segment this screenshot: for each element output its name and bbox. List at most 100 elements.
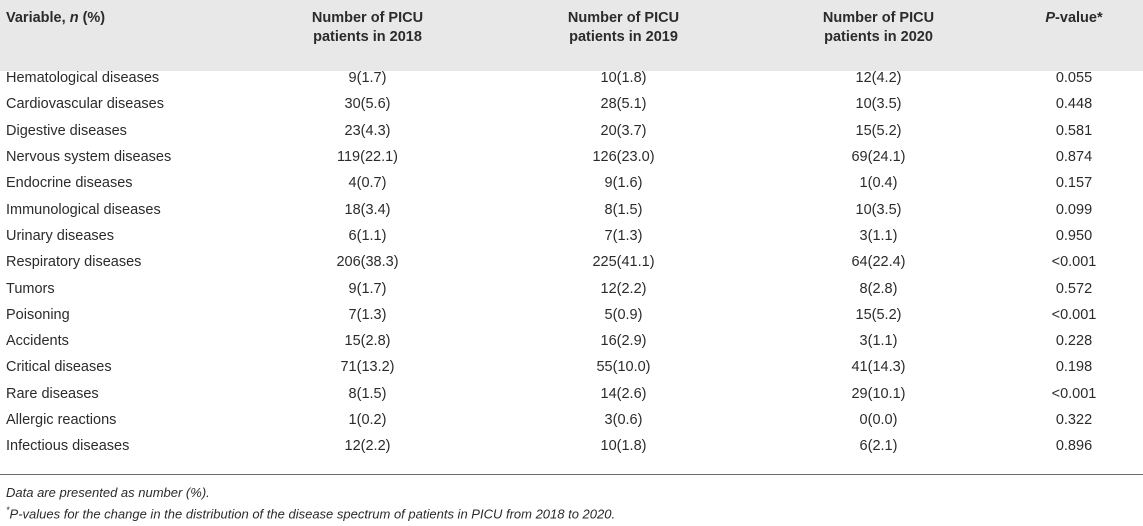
cell-2018: 71(13.2) (340, 359, 395, 376)
cell-2020: 64(22.4) (851, 254, 906, 271)
cell-2020: 10(3.5) (855, 201, 902, 218)
table-row: Endocrine diseases 4(0.7) 9(1.6) 1(0.4) 0.15… (0, 170, 1143, 196)
table-row: Hematological diseases 9(1.7) 10(1.8) 12(4.… (0, 65, 1143, 91)
table-body: Hematological diseases 9(1.7) 10(1.8) 12(4.… (0, 62, 1143, 459)
cell-2020: 10(3.5) (855, 96, 902, 113)
cell-variable: Tumors (6, 280, 55, 297)
cell-variable: Endocrine diseases (6, 175, 133, 192)
cell-2019: 28(5.1) (600, 96, 647, 113)
cell-p-value: 0.874 (1055, 149, 1093, 166)
table-row: Poisoning 7(1.3) 5(0.9) 15(5.2) <0.001 (0, 302, 1143, 328)
cell-p-value: 0.448 (1055, 96, 1093, 113)
table-header-row: Variable, n (%) Number of PICU patients i… (0, 0, 1143, 62)
cell-2019: 10(1.8) (600, 438, 647, 455)
cell-2019: 126(23.0) (592, 149, 655, 166)
cell-2020: 29(10.1) (851, 385, 906, 402)
header-2019: Number of PICU patients in 2019 (567, 10, 680, 45)
cell-2018: 4(0.7) (348, 175, 387, 192)
cell-2020: 3(1.1) (859, 227, 898, 244)
cell-2019: 5(0.9) (604, 306, 643, 323)
table-row: Tumors 9(1.7) 12(2.2) 8(2.8) 0.572 (0, 275, 1143, 301)
table-row: Digestive diseases 23(4.3) 20(3.7) 15(5.2) 0… (0, 118, 1143, 144)
cell-2020: 15(5.2) (855, 122, 902, 139)
cell-p-value: <0.001 (1051, 385, 1097, 402)
footnote-p-values: *P-values for the change in the distribu… (6, 505, 616, 522)
cell-variable: Nervous system diseases (6, 149, 172, 166)
cell-p-value: 0.198 (1055, 359, 1093, 376)
cell-p-value: 0.322 (1055, 412, 1093, 428)
table-row: Accidents 15(2.8) 16(2.9) 3(1.1) 0.228 (0, 328, 1143, 354)
cell-2018: 23(4.3) (344, 122, 391, 139)
cell-2019: 10(1.8) (600, 70, 647, 87)
cell-p-value: 0.581 (1055, 122, 1093, 139)
cell-2019: 225(41.1) (592, 254, 655, 271)
header-2018: Number of PICU patients in 2018 (311, 10, 424, 45)
cell-2020: 1(0.4) (859, 175, 898, 192)
table-row: Urinary diseases 6(1.1) 7(1.3) 3(1.1) 0.950 (0, 223, 1143, 249)
cell-2019: 12(2.2) (600, 280, 647, 297)
cell-2018: 9(1.7) (348, 280, 387, 297)
header-p-value: P-value* (1045, 10, 1103, 26)
cell-p-value: 0.572 (1055, 280, 1093, 297)
cell-2020: 6(2.1) (859, 438, 898, 455)
cell-2020: 12(4.2) (855, 70, 902, 87)
cell-2020: 41(14.3) (851, 359, 906, 376)
cell-2018: 206(38.3) (336, 254, 399, 271)
cell-2020: 69(24.1) (851, 149, 906, 166)
cell-2018: 8(1.5) (348, 385, 387, 402)
cell-2018: 30(5.6) (344, 96, 391, 113)
table-row: Respiratory diseases 206(38.3) 225(41.1) 64… (0, 249, 1143, 275)
cell-variable: Infectious diseases (6, 438, 130, 455)
cell-2018: 1(0.2) (348, 412, 387, 428)
cell-2019: 8(1.5) (604, 201, 643, 218)
cell-2019: 16(2.9) (600, 333, 647, 350)
cell-p-value: <0.001 (1051, 306, 1097, 323)
header-variable: Variable, n (%) (6, 10, 106, 26)
cell-2018: 119(22.1) (337, 149, 398, 166)
cell-p-value: 0.099 (1055, 201, 1093, 218)
cell-variable: Digestive diseases (6, 122, 127, 139)
cell-2018: 15(2.8) (344, 333, 391, 350)
cell-2019: 55(10.0) (596, 359, 651, 376)
disease-spectrum-table: Variable, n (%) Number of PICU patients i… (0, 0, 1143, 459)
cell-p-value: 0.157 (1055, 175, 1093, 192)
cell-variable: Critical diseases (6, 359, 112, 376)
cell-p-value: 0.950 (1055, 227, 1093, 244)
cell-variable: Cardiovascular diseases (6, 96, 164, 113)
cell-2018: 9(1.7) (348, 70, 387, 87)
cell-variable: Rare diseases (6, 385, 99, 402)
table-row: Allergic reactions 1(0.2) 3(0.6) 0(0.0) 0.32… (0, 407, 1143, 433)
cell-2019: 9(1.6) (604, 175, 643, 192)
table-bottom-rule (0, 474, 1143, 475)
cell-p-value: 0.896 (1055, 438, 1093, 455)
table-row: Infectious diseases 12(2.2) 10(1.8) 6(2.1) 0… (0, 433, 1143, 459)
cell-2019: 20(3.7) (600, 122, 647, 139)
cell-2019: 14(2.6) (600, 385, 647, 402)
cell-2018: 18(3.4) (344, 201, 391, 218)
table-row: Nervous system diseases 119(22.1) 126(23.0… (0, 144, 1143, 170)
table-row: Immunological diseases 18(3.4) 8(1.5) 10(3.… (0, 196, 1143, 222)
cell-p-value: 0.055 (1055, 70, 1093, 87)
cell-variable: Allergic reactions (6, 412, 117, 428)
cell-p-value: <0.001 (1051, 254, 1097, 271)
table-row: Rare diseases 8(1.5) 14(2.6) 29(10.1) <0.001 (0, 381, 1143, 407)
footnote-data-presentation: Data are presented as number (%). (6, 485, 210, 500)
cell-2018: 7(1.3) (348, 306, 387, 323)
cell-variable: Poisoning (6, 306, 70, 323)
cell-variable: Respiratory diseases (6, 254, 142, 271)
table-row: Cardiovascular diseases 30(5.6) 28(5.1) 10(… (0, 91, 1143, 117)
cell-2020: 0(0.0) (859, 412, 898, 428)
cell-2018: 12(2.2) (344, 438, 391, 455)
cell-2020: 15(5.2) (855, 306, 902, 323)
header-2020: Number of PICU patients in 2020 (822, 10, 935, 45)
cell-variable: Hematological diseases (6, 70, 160, 87)
cell-2019: 3(0.6) (604, 412, 643, 428)
cell-variable: Immunological diseases (6, 201, 161, 218)
cell-variable: Urinary diseases (6, 227, 114, 244)
table-row: Critical diseases 71(13.2) 55(10.0) 41(14.3… (0, 354, 1143, 380)
cell-variable: Accidents (6, 333, 69, 350)
cell-2020: 8(2.8) (859, 280, 898, 297)
cell-2019: 7(1.3) (604, 227, 643, 244)
cell-p-value: 0.228 (1055, 333, 1093, 350)
cell-2018: 6(1.1) (348, 227, 387, 244)
